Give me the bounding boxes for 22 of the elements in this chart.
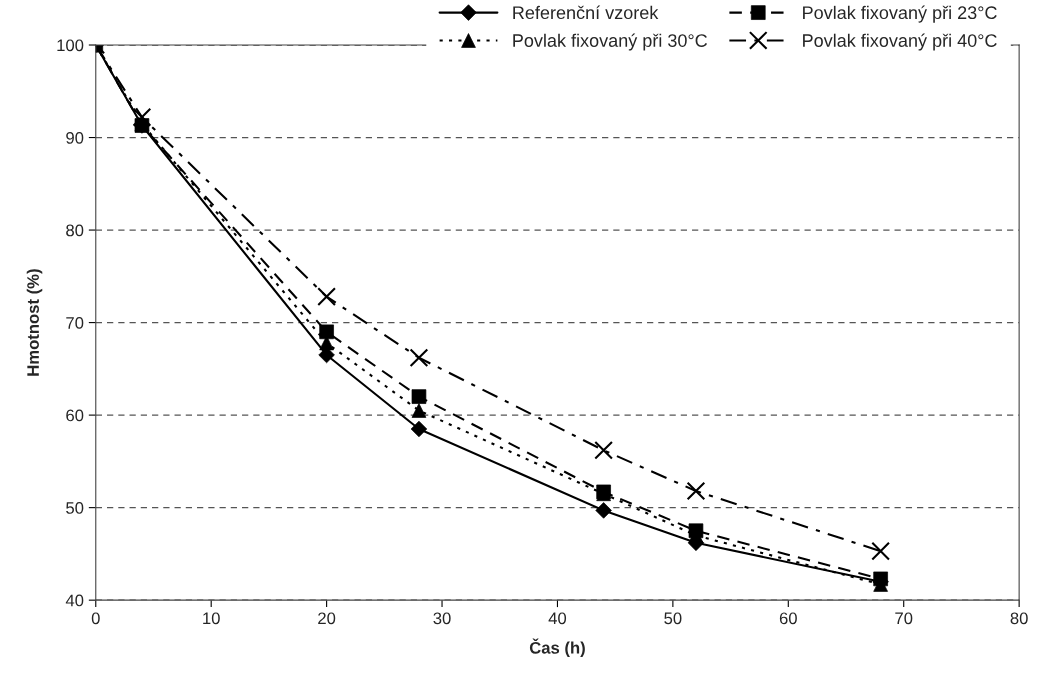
y-tick-label: 90 xyxy=(66,131,84,144)
y-tick-label: 60 xyxy=(66,409,84,422)
y-tick-label: 100 xyxy=(57,39,84,52)
x-tick-label: 50 xyxy=(664,612,682,625)
y-tick-label: 80 xyxy=(66,224,84,237)
x-tick-label: 20 xyxy=(318,612,336,625)
x-tick-label: 0 xyxy=(91,612,100,625)
x-axis-title: Čas (h) xyxy=(529,638,585,657)
legend-label: Referenční vzorek xyxy=(513,5,659,20)
legend-label: Povlak fixovaný při 30°C xyxy=(513,33,708,51)
y-axis-title: Hmotnost (%) xyxy=(26,269,43,376)
y-tick-label: 40 xyxy=(65,594,84,607)
x-tick-label: 30 xyxy=(433,612,451,625)
x-tick-label: 40 xyxy=(548,612,567,625)
legend-label: Povlak fixovaný při 23°C xyxy=(803,5,997,23)
x-tick-label: 60 xyxy=(779,612,797,625)
x-tick-label: 70 xyxy=(895,612,913,625)
y-tick-label: 70 xyxy=(66,316,84,329)
x-tick-label: 80 xyxy=(1010,612,1028,625)
y-tick-label: 50 xyxy=(66,502,84,514)
x-tick-label: 10 xyxy=(203,612,220,625)
legend-label: Povlak fixovaný při 40°C xyxy=(803,33,997,51)
